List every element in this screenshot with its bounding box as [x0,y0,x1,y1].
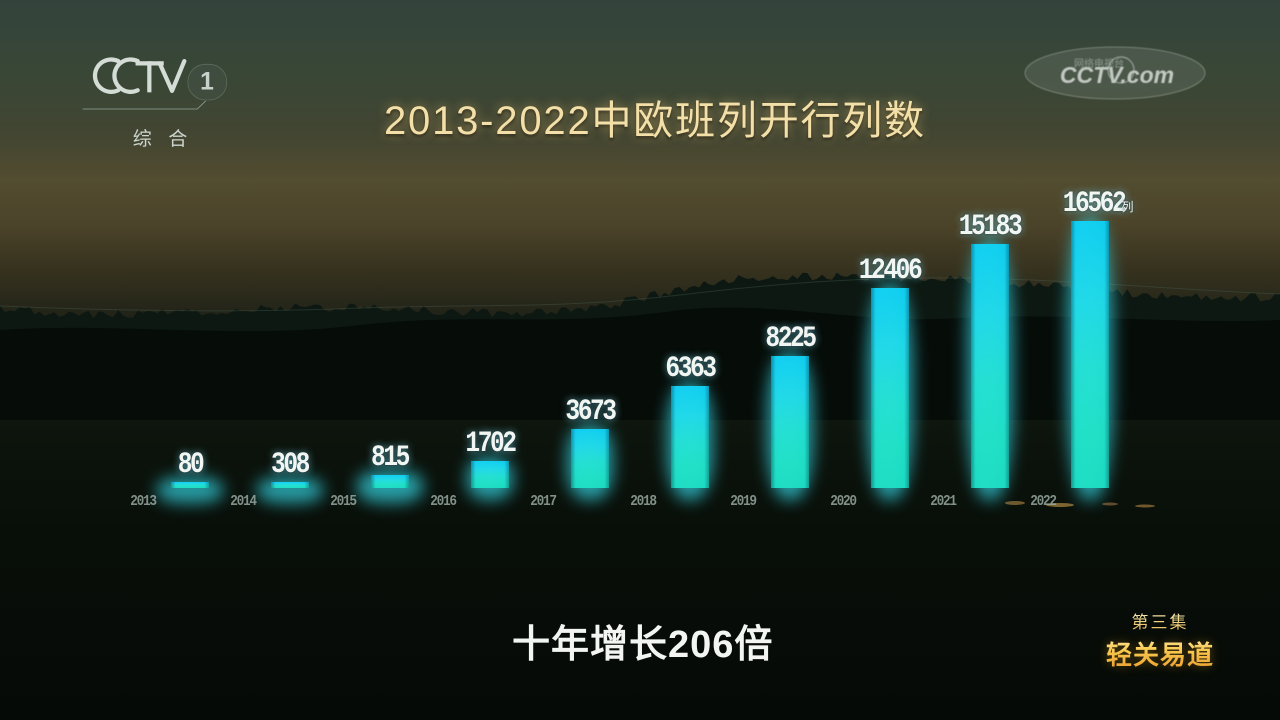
svg-text:网络电视台: 网络电视台 [1074,57,1124,70]
svg-text:1: 1 [200,69,214,96]
